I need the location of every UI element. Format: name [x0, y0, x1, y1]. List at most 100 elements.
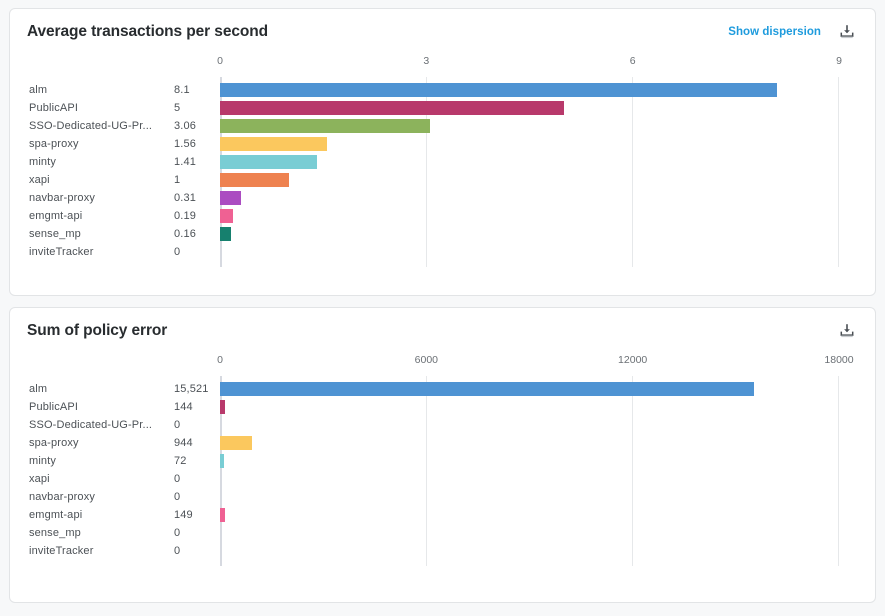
chart-row[interactable]: inviteTracker 0	[29, 243, 839, 261]
chart-row-value: 72	[174, 455, 187, 467]
chart-row-value: 5	[174, 102, 181, 114]
chart-average-transactions: 0 3 6 9 alm 8.1 PublicAPI 5 SSO-Dedicated-UG-Pr…	[10, 55, 875, 267]
chart-row[interactable]: spa-proxy 944	[29, 434, 839, 452]
chart-bar[interactable]	[220, 155, 317, 169]
chart-bar[interactable]	[220, 173, 289, 187]
axis-label-spacer-1	[29, 55, 174, 77]
chart-row-value: 1.41	[174, 156, 197, 168]
chart-row-label: xapi	[29, 174, 50, 186]
chart-row[interactable]: navbar-proxy 0.31	[29, 189, 839, 207]
chart-bar[interactable]	[220, 209, 234, 223]
x-axis-tick-label: 9	[836, 55, 842, 67]
chart-row-label: minty	[29, 455, 57, 467]
chart-row-label: inviteTracker	[29, 246, 94, 258]
chart-row[interactable]: SSO-Dedicated-UG-Pr... 0	[29, 416, 839, 434]
chart-bar[interactable]	[220, 227, 231, 241]
bar-rows-2: alm 15,521 PublicAPI 144 SSO-Dedicated-UG-Pr…	[10, 380, 875, 560]
chart-row-value: 944	[174, 437, 193, 449]
chart-row[interactable]: sense_mp 0	[29, 524, 839, 542]
chart-row[interactable]: emgmt-api 0.19	[29, 207, 839, 225]
chart-row[interactable]: inviteTracker 0	[29, 542, 839, 560]
chart-bar[interactable]	[220, 508, 226, 522]
chart-bar-cell	[220, 189, 839, 207]
chart-bar-cell	[220, 153, 839, 171]
chart-bar[interactable]	[220, 436, 253, 450]
chart-row-value: 0	[174, 527, 181, 539]
chart-row-label: spa-proxy	[29, 437, 79, 449]
chart-bar-cell	[220, 117, 839, 135]
chart-bar[interactable]	[220, 454, 224, 468]
chart-row-value: 0	[174, 491, 181, 503]
chart-row-label: navbar-proxy	[29, 491, 95, 503]
chart-row-label: inviteTracker	[29, 545, 94, 557]
card-header: Average transactions per second Show dis…	[10, 9, 875, 55]
chart-row[interactable]: xapi 0	[29, 470, 839, 488]
chart-row-value: 0	[174, 545, 181, 557]
chart-row-label: navbar-proxy	[29, 192, 95, 204]
chart-bar[interactable]	[220, 101, 564, 115]
download-icon[interactable]	[837, 22, 857, 42]
chart-bar-cell	[220, 506, 839, 524]
chart-row[interactable]: alm 8.1	[29, 81, 839, 99]
chart-sum-policy-error: 0 6000 12000 18000 alm 15,521 PublicAPI 144 SSO…	[10, 354, 875, 566]
chart-row-label: PublicAPI	[29, 401, 79, 413]
chart-row[interactable]: SSO-Dedicated-UG-Pr... 3.06	[29, 117, 839, 135]
show-dispersion-link[interactable]: Show dispersion	[728, 26, 821, 38]
chart-bar-cell	[220, 243, 839, 261]
chart-row-value: 149	[174, 509, 193, 521]
chart-bar-cell	[220, 225, 839, 243]
chart-row[interactable]: minty 1.41	[29, 153, 839, 171]
chart-row[interactable]: emgmt-api 149	[29, 506, 839, 524]
chart-bar-cell	[220, 452, 839, 470]
chart-bar-cell	[220, 171, 839, 189]
chart-row[interactable]: PublicAPI 5	[29, 99, 839, 117]
chart-bar[interactable]	[220, 400, 225, 414]
chart-row[interactable]: navbar-proxy 0	[29, 488, 839, 506]
chart-row-label: sense_mp	[29, 527, 81, 539]
x-axis-tick-label: 3	[423, 55, 430, 67]
chart-row[interactable]: alm 15,521	[29, 380, 839, 398]
chart-row[interactable]: minty 72	[29, 452, 839, 470]
chart-row[interactable]: xapi 1	[29, 171, 839, 189]
chart-row-value: 0.19	[174, 210, 197, 222]
chart-row-value: 144	[174, 401, 193, 413]
page-title: Sum of policy error	[27, 322, 168, 339]
chart-row-label: alm	[29, 84, 48, 96]
chart-row-value: 1.56	[174, 138, 197, 150]
x-axis-tick-label: 6	[629, 55, 636, 67]
chart-row-label: emgmt-api	[29, 210, 83, 222]
chart-row-value: 0.31	[174, 192, 197, 204]
chart-bar-cell	[220, 470, 839, 488]
x-axis-ticks-1: 0 3 6 9	[217, 55, 842, 77]
chart-row[interactable]: PublicAPI 144	[29, 398, 839, 416]
chart-bar-cell	[220, 398, 839, 416]
chart-card-sum-policy-error: Sum of policy error 0 6000 12000 18000	[9, 307, 876, 603]
chart-bar-cell	[220, 524, 839, 542]
x-axis-ticks-2: 0 6000 12000 18000	[217, 354, 854, 376]
chart-bar-cell	[220, 542, 839, 560]
chart-row[interactable]: spa-proxy 1.56	[29, 135, 839, 153]
chart-bar-cell	[220, 135, 839, 153]
page-title: Average transactions per second	[27, 23, 268, 40]
chart-bar[interactable]	[220, 191, 242, 205]
chart-row-label: minty	[29, 156, 57, 168]
axis-label-spacer-2	[29, 354, 174, 376]
header-actions: Show dispersion	[728, 22, 857, 42]
chart-bar[interactable]	[220, 382, 754, 396]
chart-row-value: 0	[174, 473, 181, 485]
chart-bar-cell	[220, 434, 839, 452]
x-axis-tick-label: 0	[217, 354, 223, 366]
chart-row[interactable]: sense_mp 0.16	[29, 225, 839, 243]
chart-bar[interactable]	[220, 119, 431, 133]
download-icon[interactable]	[837, 321, 857, 341]
chart-bar-cell	[220, 99, 839, 117]
chart-bar[interactable]	[220, 83, 778, 97]
chart-row-label: PublicAPI	[29, 102, 79, 114]
chart-row-label: SSO-Dedicated-UG-Pr...	[29, 419, 153, 431]
axis-value-spacer-1	[174, 55, 220, 77]
chart-row-value: 8.1	[174, 84, 190, 96]
chart-bar-cell	[220, 207, 839, 225]
chart-bar[interactable]	[220, 137, 328, 151]
chart-bar-cell	[220, 488, 839, 506]
